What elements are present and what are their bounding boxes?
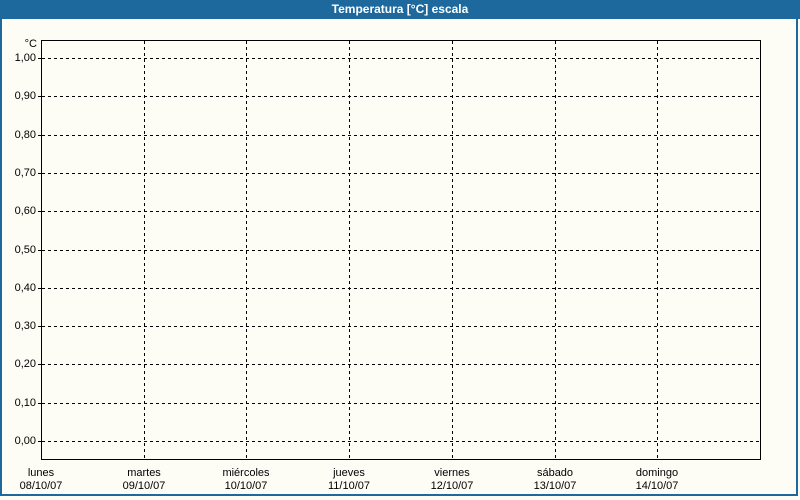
gridline-horizontal [42, 364, 760, 365]
y-tick-mark [38, 58, 41, 59]
y-tick-label: 0,20 [14, 358, 36, 370]
y-tick-mark [38, 96, 41, 97]
y-tick-label: 0,80 [14, 129, 36, 141]
gridline-horizontal [42, 211, 760, 212]
gridline-horizontal [42, 96, 760, 97]
x-tick-day-label: sábado [536, 467, 574, 479]
gridline-vertical [246, 41, 247, 459]
y-tick-mark [38, 288, 41, 289]
y-tick-mark [38, 441, 41, 442]
gridline-vertical [555, 41, 556, 459]
y-tick-mark [38, 326, 41, 327]
x-tick-day-label: martes [127, 467, 161, 479]
gridline-horizontal [42, 441, 760, 442]
y-tick-label: 0,90 [14, 90, 36, 102]
x-tick-day-label: lunes [27, 467, 55, 479]
x-tick-day-label: domingo [635, 467, 679, 479]
x-tick-date-label: 10/10/07 [224, 480, 268, 492]
x-tick-date-label: 08/10/07 [19, 480, 63, 492]
x-tick-day-label: viernes [434, 467, 470, 479]
y-tick-mark [38, 250, 41, 251]
gridline-vertical [349, 41, 350, 459]
y-tick-label: 0,70 [14, 167, 36, 179]
chart-title: Temperatura [°C] escala [331, 2, 469, 16]
gridline-vertical [657, 41, 658, 459]
x-tick-date-label: 12/10/07 [430, 480, 474, 492]
gridline-vertical [144, 41, 145, 459]
y-tick-label: 0,50 [14, 244, 36, 256]
y-tick-label: 0,60 [14, 205, 36, 217]
plot-area [41, 40, 761, 460]
x-tick-date-label: 09/10/07 [122, 480, 166, 492]
gridline-horizontal [42, 288, 760, 289]
gridline-horizontal [42, 326, 760, 327]
x-tick-date-label: 14/10/07 [635, 480, 679, 492]
y-tick-mark [38, 173, 41, 174]
y-tick-label: 0,10 [14, 397, 36, 409]
y-tick-label: 0,30 [14, 320, 36, 332]
x-tick-date-label: 11/10/07 [327, 480, 370, 492]
y-tick-mark [38, 403, 41, 404]
x-tick-day-label: miércoles [222, 467, 270, 479]
x-tick-date-label: 13/10/07 [533, 480, 577, 492]
y-tick-label: 0,00 [14, 435, 36, 447]
gridline-horizontal [42, 58, 760, 59]
x-tick-day-label: jueves [333, 467, 365, 479]
gridline-horizontal [42, 403, 760, 404]
y-axis-unit-label: °C [24, 38, 37, 50]
gridline-horizontal [42, 250, 760, 251]
gridline-horizontal [42, 135, 760, 136]
y-tick-mark [38, 135, 41, 136]
gridline-vertical [452, 41, 453, 459]
y-tick-mark [38, 211, 41, 212]
chart-title-bar: Temperatura [°C] escala [0, 0, 800, 19]
gridline-horizontal [42, 173, 760, 174]
y-tick-label: 1,00 [14, 52, 36, 64]
y-tick-label: 0,40 [14, 282, 36, 294]
y-tick-mark [38, 364, 41, 365]
